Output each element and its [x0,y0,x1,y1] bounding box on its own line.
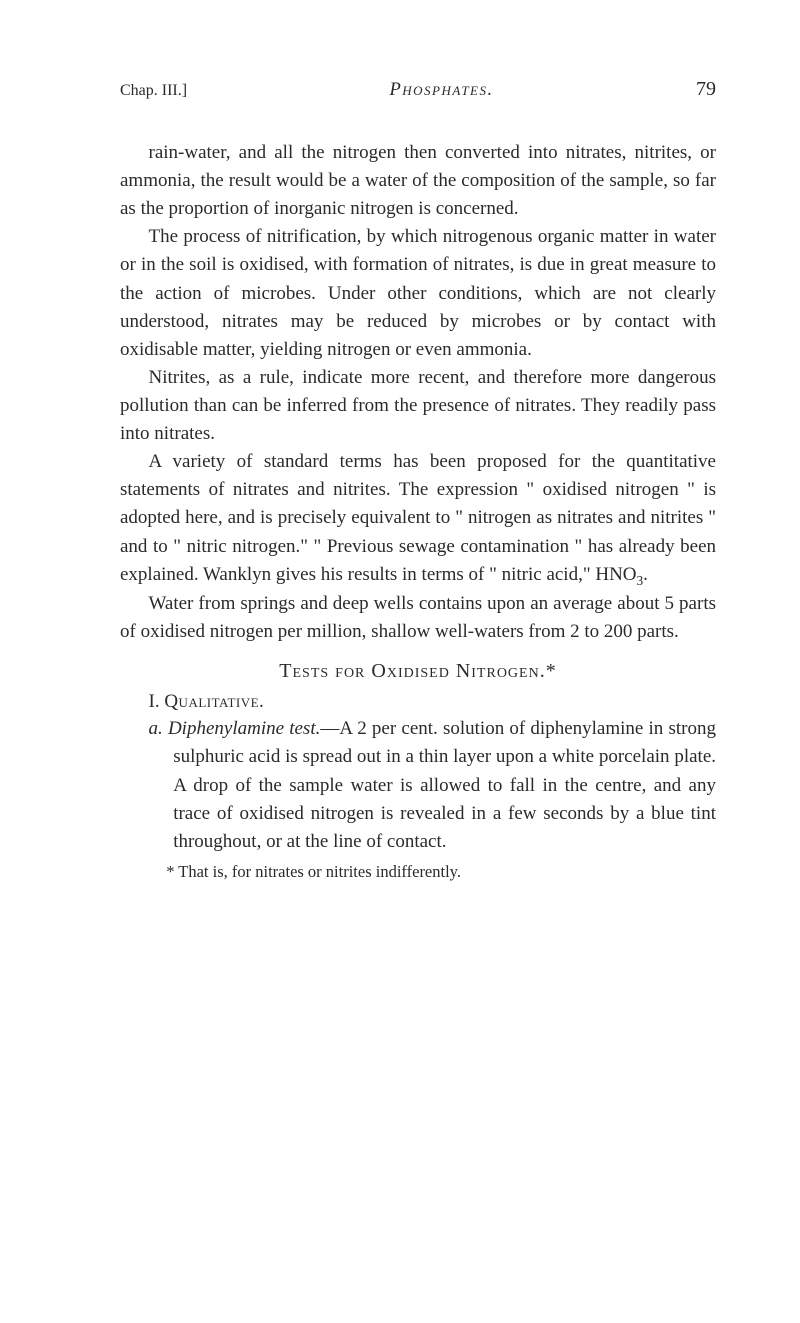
paragraph-4: A variety of standard terms has been pro… [120,448,716,590]
subitem-a: a. Diphenylamine test.—A 2 per cent. sol… [120,715,716,856]
qualitative-label: Qualitative. [164,691,264,712]
qualitative-numeral: I. [149,691,165,712]
header-chapter: Chap. III.] [120,82,187,100]
body-text: rain-water, and all the nitrogen then co… [120,139,716,646]
subitem-title: Diphenylamine test. [168,718,320,739]
paragraph-2: The process of nitrification, by which n… [120,223,716,364]
paragraph-1: rain-water, and all the nitrogen then co… [120,139,716,223]
footnote: * That is, for nitrates or nitrites indi… [120,862,716,882]
subitem-marker: a. [149,718,168,739]
header-title: Phosphates. [389,80,493,101]
header-page-number: 79 [696,78,716,101]
qualitative-line: I. Qualitative. [120,691,716,713]
paragraph-4-pre: A variety of standard terms has been pro… [120,451,716,584]
page-header: Chap. III.] Phosphates. 79 [120,78,716,101]
paragraph-4-post: . [643,564,648,585]
paragraph-3: Nitrites, as a rule, indicate more recen… [120,364,716,448]
paragraph-5: Water from springs and deep wells contai… [120,590,716,646]
section-heading: Tests for Oxidised Nitrogen.* [120,660,716,683]
